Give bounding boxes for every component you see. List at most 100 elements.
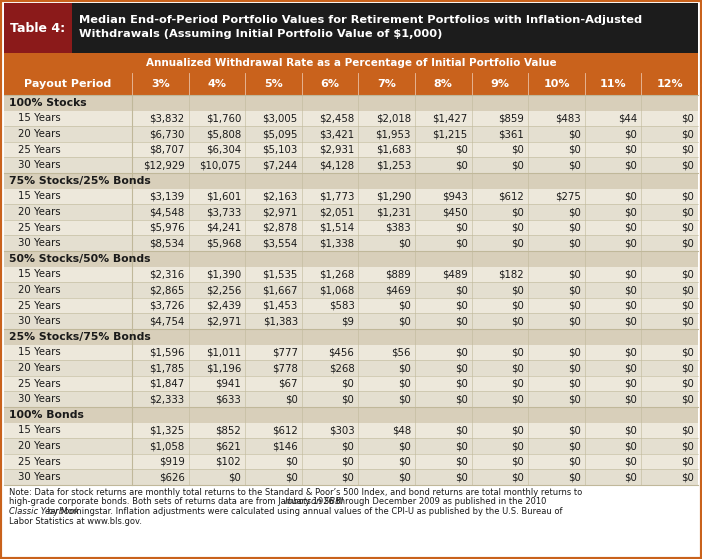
Text: $0: $0	[681, 145, 694, 155]
Text: $0: $0	[625, 285, 637, 295]
Text: 25% Stocks/75% Bonds: 25% Stocks/75% Bonds	[9, 332, 151, 342]
Text: $0: $0	[681, 160, 694, 170]
Bar	[4, 376, 698, 391]
Text: $1,196: $1,196	[206, 363, 241, 373]
Text: $0: $0	[568, 207, 581, 217]
Text: $0: $0	[625, 378, 637, 389]
Text: $0: $0	[625, 145, 637, 155]
Bar	[4, 3, 698, 53]
Text: $1,427: $1,427	[432, 113, 468, 124]
Bar	[4, 173, 698, 188]
Text: $483: $483	[555, 113, 581, 124]
Text: $0: $0	[511, 425, 524, 435]
Text: $0: $0	[625, 363, 637, 373]
Text: $2,458: $2,458	[319, 113, 355, 124]
Text: $0: $0	[398, 441, 411, 451]
Text: $1,453: $1,453	[263, 301, 298, 311]
Text: $489: $489	[442, 269, 468, 280]
Text: $0: $0	[681, 472, 694, 482]
Text: $5,976: $5,976	[149, 222, 185, 233]
Bar	[4, 298, 698, 314]
Text: $2,333: $2,333	[150, 394, 185, 404]
Text: $0: $0	[568, 238, 581, 248]
Text: $0: $0	[568, 378, 581, 389]
Text: $4,241: $4,241	[206, 222, 241, 233]
Text: $0: $0	[455, 222, 468, 233]
Text: $1,773: $1,773	[319, 191, 355, 201]
Text: $778: $778	[272, 363, 298, 373]
Text: Median End-of-Period Portfolio Values for Retirement Portfolios with Inflation-A: Median End-of-Period Portfolio Values fo…	[79, 15, 642, 39]
Text: $1,390: $1,390	[206, 269, 241, 280]
Text: $0: $0	[625, 301, 637, 311]
Text: $0: $0	[511, 441, 524, 451]
Bar	[4, 235, 698, 251]
Text: $1,290: $1,290	[376, 191, 411, 201]
Text: $3,139: $3,139	[150, 191, 185, 201]
Text: $383: $383	[385, 222, 411, 233]
Text: $5,968: $5,968	[206, 238, 241, 248]
Text: 20 Years: 20 Years	[18, 285, 60, 295]
Bar	[4, 454, 698, 470]
Text: $1,215: $1,215	[432, 129, 468, 139]
Text: $303: $303	[329, 425, 355, 435]
Text: $0: $0	[455, 347, 468, 357]
Text: $3,421: $3,421	[319, 129, 355, 139]
Text: $0: $0	[398, 363, 411, 373]
Text: $0: $0	[511, 363, 524, 373]
Text: $0: $0	[625, 425, 637, 435]
Text: $2,316: $2,316	[150, 269, 185, 280]
Text: $0: $0	[568, 441, 581, 451]
Text: $0: $0	[342, 457, 355, 467]
Text: 25 Years: 25 Years	[18, 145, 61, 155]
Text: $0: $0	[625, 222, 637, 233]
Text: $2,931: $2,931	[319, 145, 355, 155]
Bar	[4, 158, 698, 173]
Text: $456: $456	[329, 347, 355, 357]
Bar	[4, 220, 698, 235]
Text: $469: $469	[385, 285, 411, 295]
Text: $0: $0	[568, 269, 581, 280]
Text: $626: $626	[159, 472, 185, 482]
Text: $0: $0	[568, 285, 581, 295]
Text: $1,058: $1,058	[150, 441, 185, 451]
Text: $0: $0	[398, 316, 411, 326]
Text: 30 Years: 30 Years	[18, 316, 60, 326]
Text: $1,231: $1,231	[376, 207, 411, 217]
Text: $633: $633	[216, 394, 241, 404]
Text: $0: $0	[681, 425, 694, 435]
Text: $0: $0	[342, 394, 355, 404]
Text: 5%: 5%	[264, 79, 283, 89]
Text: $0: $0	[568, 222, 581, 233]
Text: Ibbotson SBBI: Ibbotson SBBI	[285, 498, 344, 506]
Text: $0: $0	[625, 238, 637, 248]
Text: $0: $0	[455, 285, 468, 295]
Text: $2,163: $2,163	[263, 191, 298, 201]
Text: $0: $0	[625, 441, 637, 451]
Text: $777: $777	[272, 347, 298, 357]
Text: $2,439: $2,439	[206, 301, 241, 311]
Text: $0: $0	[455, 425, 468, 435]
Text: $3,733: $3,733	[206, 207, 241, 217]
Text: $3,005: $3,005	[263, 113, 298, 124]
Bar	[4, 344, 698, 360]
Text: $1,601: $1,601	[206, 191, 241, 201]
Bar	[4, 3, 72, 53]
Text: $0: $0	[625, 394, 637, 404]
Text: $6,304: $6,304	[206, 145, 241, 155]
Text: $0: $0	[625, 129, 637, 139]
Text: 50% Stocks/50% Bonds: 50% Stocks/50% Bonds	[9, 254, 150, 264]
Text: $4,128: $4,128	[319, 160, 355, 170]
Text: $0: $0	[511, 160, 524, 170]
Text: Labor Statistics at www.bls.gov.: Labor Statistics at www.bls.gov.	[9, 517, 142, 525]
Text: $0: $0	[455, 160, 468, 170]
Text: $0: $0	[511, 316, 524, 326]
Text: $2,018: $2,018	[376, 113, 411, 124]
Text: $0: $0	[625, 191, 637, 201]
Text: $2,865: $2,865	[150, 285, 185, 295]
Text: $5,095: $5,095	[263, 129, 298, 139]
Text: $0: $0	[568, 394, 581, 404]
Text: $0: $0	[228, 472, 241, 482]
Text: $7,244: $7,244	[263, 160, 298, 170]
Text: $612: $612	[272, 425, 298, 435]
Bar	[4, 360, 698, 376]
